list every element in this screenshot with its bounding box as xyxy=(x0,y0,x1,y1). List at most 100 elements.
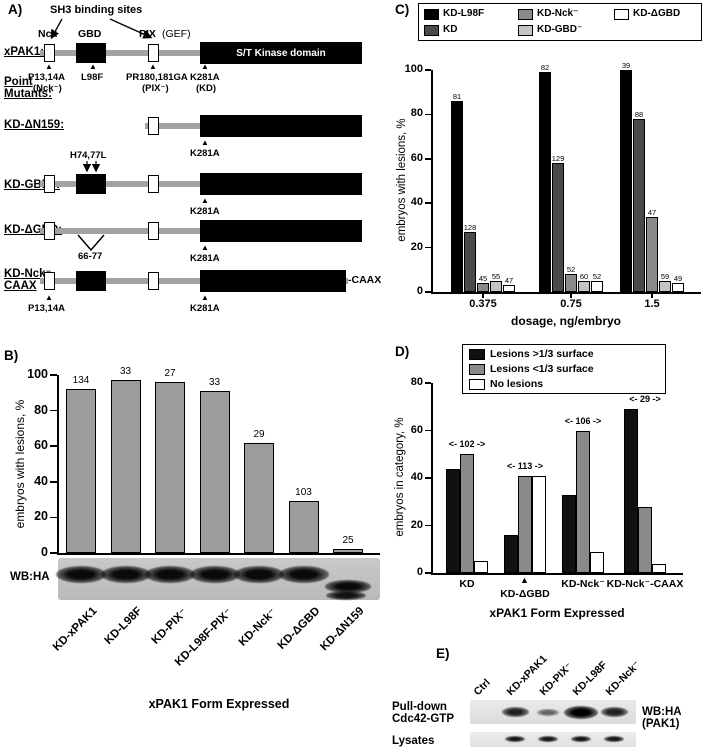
panel-d-x-category-label: KD-Nck⁻ xyxy=(561,578,605,590)
panel-b-bar xyxy=(333,549,363,553)
panel-b-wb-band xyxy=(234,565,284,583)
mutation-h7477l-label: H74,77L xyxy=(70,150,107,161)
point-mutants-label-line2: Mutants: xyxy=(4,88,52,100)
panel-d-legend xyxy=(462,344,666,394)
kd-dgbd-kinase-box xyxy=(200,220,362,242)
panel-c-legend-label: KD-Nck⁻ xyxy=(537,8,579,19)
mutation-k281a-label: K281A xyxy=(190,206,220,217)
panel-d-x-axis-title: xPAK1 Form Expressed xyxy=(489,606,625,620)
kd-gbd-kinase-box xyxy=(200,173,362,195)
panel-d-bar xyxy=(624,409,638,573)
kd-dgbd-pix-box xyxy=(148,222,159,240)
panel-d-bar xyxy=(504,535,518,573)
panel-d-y-axis xyxy=(431,383,433,574)
kd-nck-caax-nck-box xyxy=(44,272,55,290)
panel-c-bar xyxy=(633,118,645,292)
gbd-domain-label: GBD xyxy=(78,28,102,40)
panel-c-bar xyxy=(646,216,658,292)
panel-d-x-axis xyxy=(431,573,683,575)
panel-c-y-tick-label: 40 xyxy=(410,196,423,209)
kd-gbd-gbd-box xyxy=(76,174,106,194)
panel-c-n-label: 128 xyxy=(463,223,477,233)
panel-e-pulldown-band xyxy=(564,705,598,719)
kd-nck-caax-pix-box xyxy=(148,272,159,290)
panel-b-n-label: 27 xyxy=(164,368,176,380)
panel-c-bar xyxy=(451,101,463,292)
panel-b-y-tick-label: 40 xyxy=(34,473,48,488)
panel-d-bar xyxy=(518,475,532,573)
panel-c-bar xyxy=(565,274,577,292)
panel-c-y-tick xyxy=(425,113,431,116)
panel-e-lysate-band xyxy=(604,736,624,742)
panel-c-n-label: 52 xyxy=(566,265,576,275)
panel-d-group-n-label: <- 106 -> xyxy=(564,415,602,426)
panel-c-x-axis-title: dosage, ng/embryo xyxy=(510,314,622,328)
panel-b-y-tick-label: 0 xyxy=(41,545,48,559)
panel-b-bar xyxy=(66,389,96,553)
panel-d-legend-label: Lesions >1/3 surface xyxy=(490,348,594,360)
panel-d-legend-swatch xyxy=(469,349,485,360)
panel-c-x-tick xyxy=(482,293,484,298)
nck-domain-box xyxy=(44,44,55,62)
panel-b-n-label: 134 xyxy=(72,375,90,387)
construct-xpak1-label: xPAK1: xyxy=(4,46,45,58)
panel-c-bar xyxy=(490,280,502,292)
panel-b-n-label: 33 xyxy=(208,377,221,389)
panel-c-legend-swatch xyxy=(424,25,439,36)
kd-dn159-kinase-box xyxy=(200,115,362,137)
panel-c-bar xyxy=(464,232,476,292)
mutation-k281a-label: K281A xyxy=(190,303,220,314)
kd-nck-caax-backbone-line xyxy=(40,278,348,284)
kd-nck-caax-gbd-box xyxy=(76,271,106,291)
panel-c-n-label: 88 xyxy=(634,109,644,119)
sh3-arrow-right xyxy=(109,18,153,39)
panel-c-legend-label: KD-ΔGBD xyxy=(633,8,681,19)
caax-suffix-label: -CAAX xyxy=(348,274,382,286)
panel-e: E) Ctrl KD-xPAK1 KD-PIX⁻ KD-L98F KD-Nck⁻… xyxy=(390,640,708,752)
panel-b-n-label: 29 xyxy=(253,428,265,440)
panel-c-y-tick-label: 0 xyxy=(416,285,423,297)
panel-d-x-category-label: KD-Nck⁻-CAAX xyxy=(606,578,684,590)
panel-d-y-tick-label: 60 xyxy=(410,423,423,436)
panel-b-wb-band xyxy=(189,565,240,583)
pix-domain-box xyxy=(148,44,159,62)
panel-e-lane-label-kd-nck: KD-Nck⁻ xyxy=(603,658,643,698)
panel-d-group-n-label: <- 113 -> xyxy=(506,460,544,471)
panel-d-legend-label: Lesions <1/3 surface xyxy=(490,363,594,375)
panel-d-bar xyxy=(532,475,546,573)
panel-b-wb-band xyxy=(100,565,151,583)
panel-c-n-label: 82 xyxy=(540,63,550,73)
sh3-binding-sites-label: SH3 binding sites xyxy=(50,4,143,16)
panel-c-bar xyxy=(477,283,489,292)
panel-d-y-tick-label: 20 xyxy=(410,518,423,531)
kd-dgbd-nck-box xyxy=(44,222,55,240)
panel-c-x-axis xyxy=(431,292,701,294)
panel-c-bar xyxy=(672,283,684,292)
mutation-k281a-label: K281A xyxy=(190,253,220,264)
mutation-marker-icon: ▲ xyxy=(201,62,209,71)
panel-d-bar xyxy=(590,551,604,573)
panel-b-wb-band xyxy=(56,565,106,583)
panel-c-n-label: 45 xyxy=(478,274,488,284)
mutation-k281a-label: K281A xyxy=(190,72,220,83)
panel-c-bar xyxy=(552,163,564,292)
mutation-pix-minus-label: (PIX⁻) xyxy=(142,83,169,94)
panel-c-n-label: 55 xyxy=(491,271,501,281)
panel-d-legend-swatch xyxy=(469,364,485,375)
panel-d-y-tick xyxy=(425,477,431,479)
panel-c-x-category-label: 0.75 xyxy=(560,298,582,310)
panel-b-y-tick xyxy=(50,409,57,412)
panel-c-bar xyxy=(578,280,590,292)
panel-e-lysate-band xyxy=(538,736,558,742)
kinase-domain-box: S/T Kinase domain xyxy=(200,42,362,64)
mutation-pr180-label: PR180,181GA xyxy=(126,72,188,83)
panel-c: C) 0 20 40 60 80 100 81 82 39 128 129 88 45 52 47 55 60 5… xyxy=(390,0,708,340)
panel-c-y-tick-label: 60 xyxy=(410,151,423,164)
panel-e-wb-label-line1: WB:HA xyxy=(642,706,682,718)
panel-c-y-tick xyxy=(425,202,431,204)
panel-b-bar xyxy=(110,380,141,553)
point-mutants-label-line1: Point xyxy=(4,76,33,88)
panel-d-y-tick xyxy=(425,524,431,527)
gef-label: (GEF) xyxy=(162,28,191,40)
construct-kd-dn159-label: KD-ΔN159: xyxy=(4,119,65,131)
